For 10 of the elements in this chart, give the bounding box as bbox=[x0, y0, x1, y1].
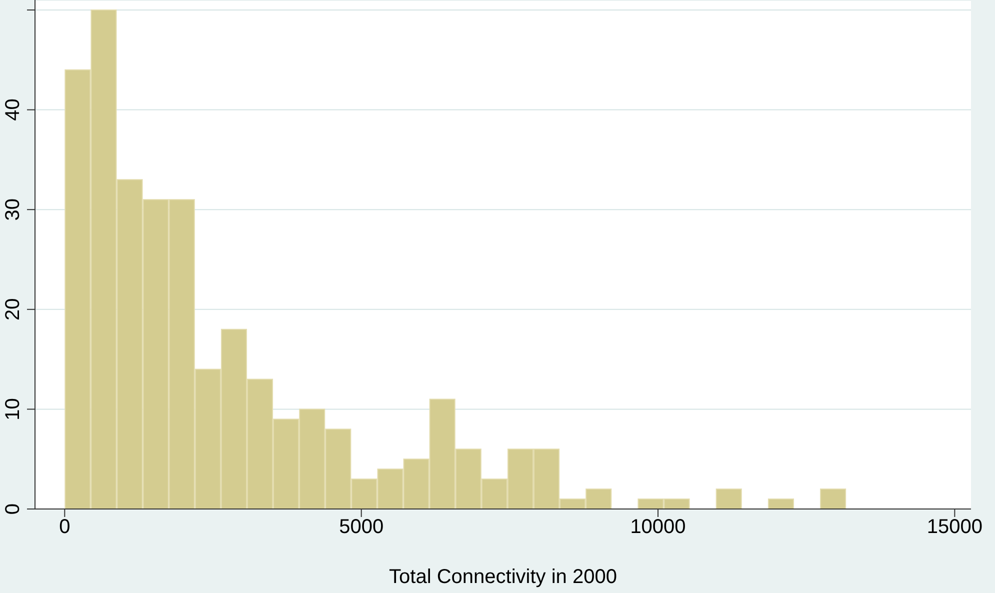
x-tick-label: 0 bbox=[59, 516, 70, 538]
y-tick-label: 0 bbox=[2, 503, 24, 515]
y-tick-label: 40 bbox=[2, 98, 24, 121]
x-tick-label: 15000 bbox=[926, 516, 982, 538]
x-tick-label: 10000 bbox=[630, 516, 686, 538]
y-tick-label: 10 bbox=[2, 398, 24, 420]
x-tick-label: 5000 bbox=[339, 516, 384, 538]
y-tick-label: 20 bbox=[2, 298, 24, 321]
y-tick-label: 30 bbox=[2, 198, 24, 221]
x-axis-title: Total Connectivity in 2000 bbox=[389, 566, 617, 588]
